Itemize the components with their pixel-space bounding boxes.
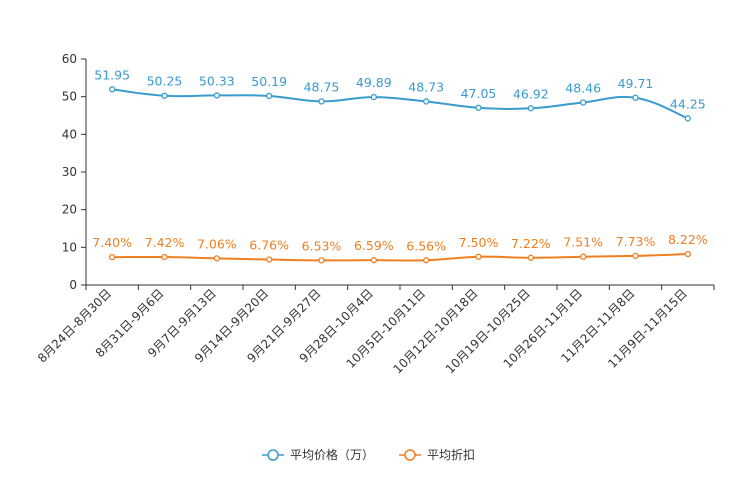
data-label: 49.89 [356,75,392,90]
data-point[interactable] [213,92,220,99]
legend-label: 平均折扣 [427,447,475,462]
data-label: 50.25 [147,74,183,89]
series-line [112,88,689,120]
data-point[interactable] [684,115,691,122]
data-point[interactable] [266,92,273,100]
data-point[interactable] [580,253,587,260]
series-1: 51.95 50.25 50.33 50.19 48.75 49.89 48.73 47.05… [94,67,706,122]
data-label: 8.22% [668,232,708,247]
chart-axes: 01020304050608月24日-8月30日8月31日-9月6日9月7日-9… [35,52,715,376]
data-label: 49.71 [618,76,654,91]
y-tick-label: 40 [62,127,77,141]
data-label: 47.05 [461,86,497,101]
legend-marker [404,449,416,461]
chart-series: 51.95 50.25 50.33 50.19 48.75 49.89 48.73 47.05… [92,67,708,264]
data-label: 6.59% [354,238,394,253]
data-point[interactable] [580,99,587,106]
series-2: 7.40% 7.42% 7.06% 6.76% 6.53% 6.59% 6.56% 7.50%… [92,232,708,264]
chart-legend: 平均价格（万） 平均折扣 [262,447,475,462]
legend-item-1[interactable]: 平均价格（万） [262,447,374,462]
data-point[interactable] [109,86,116,93]
legend-label: 平均价格（万） [290,447,374,462]
data-label: 6.53% [302,238,342,253]
data-point[interactable] [475,104,482,111]
data-label: 51.95 [94,67,130,82]
data-label: 7.40% [92,235,132,250]
y-tick-label: 50 [62,90,77,104]
data-point[interactable] [318,257,325,264]
series-line [112,253,688,262]
data-label: 7.50% [459,235,499,250]
data-point[interactable] [318,98,325,105]
data-point[interactable] [109,253,116,261]
data-label: 7.22% [511,236,551,251]
data-label: 44.25 [670,96,706,111]
data-point[interactable] [161,92,168,99]
y-tick-label: 10 [62,240,77,254]
data-label: 6.76% [249,238,289,253]
data-point[interactable] [475,253,482,260]
data-point[interactable] [423,257,430,264]
data-point[interactable] [632,252,639,260]
data-label: 46.92 [513,86,549,101]
y-tick-label: 20 [62,203,77,217]
data-label: 7.42% [145,235,185,250]
data-label: 7.51% [563,235,603,250]
data-point[interactable] [684,250,691,258]
y-tick-label: 30 [62,165,77,179]
data-point[interactable] [527,105,534,112]
data-label: 48.73 [408,79,444,94]
data-point[interactable] [370,257,377,264]
data-label: 48.46 [565,80,601,95]
y-tick-label: 0 [69,278,77,292]
data-point[interactable] [423,98,430,105]
data-label: 7.73% [616,234,656,249]
data-label: 7.06% [197,236,237,251]
data-point[interactable] [266,256,273,263]
data-point[interactable] [632,94,639,101]
data-label: 50.33 [199,73,235,88]
y-tick-label: 60 [62,52,77,66]
legend-item-2[interactable]: 平均折扣 [399,447,475,462]
data-point[interactable] [161,253,168,261]
data-label: 48.75 [304,79,340,94]
data-point[interactable] [370,93,377,101]
data-label: 50.19 [251,74,287,89]
data-label: 6.56% [406,238,446,253]
data-point[interactable] [213,255,220,262]
legend-marker [267,449,279,461]
data-point[interactable] [527,254,534,261]
